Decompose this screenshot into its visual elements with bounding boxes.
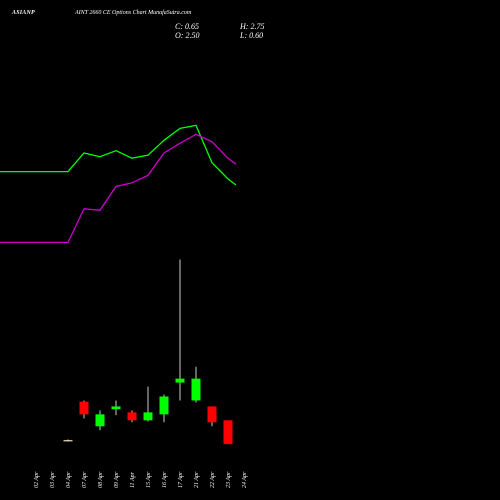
ma-line-short (0, 124, 237, 186)
x-tick-label: 09 Apr (114, 471, 120, 488)
candle-body (191, 378, 201, 401)
candle-body (207, 406, 217, 423)
candle-body (223, 420, 233, 445)
x-tick-label: 07 Apr (82, 471, 88, 488)
candle (159, 394, 169, 423)
x-tick-label: 08 Apr (98, 471, 104, 488)
candle (111, 400, 121, 416)
x-tick-label: 03 Apr (50, 471, 56, 488)
candle-body (143, 412, 153, 421)
x-tick-label: 11 Apr (130, 471, 136, 488)
moving-average-layer (0, 124, 237, 244)
candle (143, 386, 153, 422)
x-axis-labels: 02 Apr 03 Apr 04 Apr 07 Apr 08 Apr 09 Apr 11 A… (34, 471, 248, 488)
x-tick-label: 02 Apr (34, 471, 40, 488)
candle-body (159, 396, 169, 415)
ma-line-long (0, 133, 237, 244)
x-tick-label: 24 Apr (241, 471, 248, 488)
candle (175, 259, 185, 401)
candle-body (111, 406, 121, 410)
candle (127, 410, 137, 423)
candle (63, 439, 73, 442)
open-value: O: 2.50 (175, 31, 200, 40)
x-tick-label: 21 Apr (194, 471, 200, 488)
candle-body (95, 414, 105, 427)
x-tick-label: 16 Apr (162, 471, 168, 488)
high-value: H: 2.75 (240, 22, 265, 31)
candle (207, 406, 217, 427)
candle-layer (63, 259, 233, 445)
candle-body (79, 401, 89, 415)
candle-body (127, 412, 137, 421)
close-value: C: 0.65 (175, 22, 199, 31)
chart-title: AINT 2660 CE Options Chart MunafaSutra.c… (75, 10, 192, 16)
candle-body (63, 440, 73, 442)
symbol-label: ASIANP (12, 10, 35, 16)
x-tick-label: 22 Apr (210, 471, 216, 488)
x-tick-label: 04 Apr (65, 471, 72, 488)
candle (95, 410, 105, 431)
x-tick-label: 17 Apr (178, 471, 184, 488)
x-tick-label: 23 Apr (226, 471, 232, 488)
candle (223, 420, 233, 445)
candle-body (175, 378, 185, 383)
x-tick-label: 15 Apr (146, 471, 152, 488)
candle (79, 400, 89, 419)
low-value: L: 0.60 (240, 31, 264, 40)
candle (191, 366, 201, 403)
